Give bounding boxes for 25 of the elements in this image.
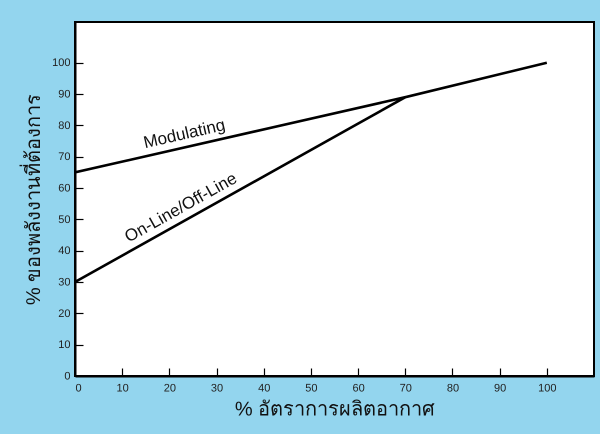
y-axis-title: % ของพลังงานที่ต้องการ [19, 94, 46, 306]
x-axis-title: % อัตราการผลิตอากาศ [234, 398, 436, 420]
y-tick-label: 50 [58, 214, 70, 226]
x-tick-label: 100 [538, 382, 556, 394]
y-tick-label: 60 [58, 182, 70, 195]
x-tick-label: 30 [210, 382, 224, 394]
x-tick-label: 60 [352, 382, 365, 394]
y-tick-label: 80 [58, 120, 70, 132]
x-tick-label: 80 [446, 382, 460, 394]
x-tick-label: 0 [76, 382, 82, 394]
x-tick-label: 90 [494, 382, 506, 394]
y-tick-label: 30 [58, 276, 70, 289]
y-tick-label: 10 [58, 339, 70, 352]
x-tick-label: 70 [400, 382, 412, 394]
y-tick-label: 40 [58, 245, 70, 258]
annotation: Modulating [142, 115, 227, 152]
y-tick-label: 90 [58, 88, 70, 101]
x-tick-label: 40 [258, 382, 270, 394]
y-tick-label: 0 [64, 370, 70, 382]
y-tick-label: 20 [58, 308, 70, 320]
x-tick-label: 20 [164, 382, 176, 394]
x-tick-label: 50 [305, 382, 318, 394]
y-tick-label: 100 [52, 57, 70, 70]
y-tick-label: 70 [58, 151, 70, 164]
x-tick-label: 10 [116, 382, 129, 394]
